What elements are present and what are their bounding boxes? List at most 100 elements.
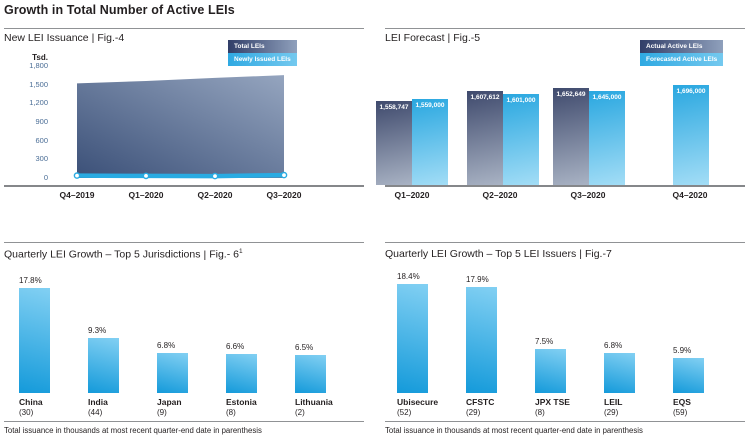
bar-issuance-count: (9)	[157, 408, 167, 417]
bar-percent-label: 18.4%	[397, 272, 420, 281]
x-tick-label: Q3–2020	[266, 190, 302, 200]
bar	[466, 287, 497, 393]
bar-percent-label: 6.5%	[295, 343, 314, 352]
bar	[673, 358, 704, 393]
x-tick-label: Q4–2020	[672, 190, 708, 200]
bar-percent-label: 17.9%	[466, 275, 489, 284]
y-tick-label: 600	[35, 135, 48, 145]
legend-label: Forecasted Active LEIs	[646, 56, 718, 63]
bar-forecast: 1,601,000	[503, 94, 539, 185]
bar-percent-label: 5.9%	[673, 346, 692, 355]
bar-forecast: 1,559,000	[412, 99, 448, 185]
bar-category-label: CFSTC	[466, 397, 495, 407]
divider	[4, 28, 364, 29]
bar	[226, 354, 257, 393]
legend-label: Total LEIs	[234, 43, 265, 50]
legend-label: Actual Active LEIs	[646, 43, 703, 50]
divider	[385, 421, 745, 422]
fig4-x-axis: Q4–2019 Q1–2020 Q2–2020 Q3–2020	[0, 190, 750, 202]
bar	[157, 353, 188, 393]
area-chart-total-leis	[73, 75, 288, 180]
bar	[19, 288, 50, 393]
fig4-title-text: New LEI Issuance	[4, 32, 89, 44]
divider	[4, 242, 364, 243]
fig6-title: Quarterly LEI Growth – Top 5 Jurisdictio…	[4, 248, 243, 261]
bar-issuance-count: (44)	[88, 408, 103, 417]
x-tick-label: Q1–2020	[128, 190, 164, 200]
fig6-title-text: Quarterly LEI Growth – Top 5 Jurisdictio…	[4, 248, 201, 261]
bar-value-label: 1,558,747	[379, 104, 409, 111]
fig5-baseline	[385, 185, 745, 187]
legend-item-total-leis: Total LEIs	[228, 40, 297, 53]
data-point-marker	[73, 172, 81, 179]
bar-percent-label: 17.8%	[19, 276, 42, 285]
bar-value-label: 1,696,000	[676, 88, 706, 95]
x-tick-label: Q1–2020	[394, 190, 430, 200]
fig7-footnote: Total issuance in thousands at most rece…	[385, 426, 643, 435]
fig4-y-axis-label: Tsd.	[32, 53, 48, 62]
bar-actual: 1,652,649	[553, 88, 589, 185]
fig5-legend: Actual Active LEIs Forecasted Active LEI…	[640, 40, 724, 66]
legend-label: Newly Issued LEIs	[234, 56, 291, 63]
bar-forecast: 1,645,000	[589, 91, 625, 185]
fig6-fig-label: Fig.- 6	[209, 248, 239, 261]
bar-category-label: LEIL	[604, 397, 623, 407]
line-series-newly-issued-leis	[76, 172, 285, 179]
bar	[295, 355, 326, 393]
fig7-fig-label: Fig.-7	[584, 248, 612, 260]
bar-issuance-count: (8)	[535, 408, 545, 417]
bar-issuance-count: (29)	[466, 408, 481, 417]
fig4-y-axis: 1,800 1,500 1,200 900 600 300 0	[4, 61, 48, 182]
bar	[604, 353, 635, 393]
divider	[385, 28, 745, 29]
x-tick-label: Q4–2019	[59, 190, 95, 200]
fig5-fig-label: Fig.-5	[453, 32, 481, 44]
bar-forecast: 1,696,000	[673, 85, 709, 185]
bar-category-label: China	[19, 397, 43, 407]
y-tick-label: 0	[43, 173, 48, 182]
bar-percent-label: 6.6%	[226, 342, 245, 351]
fig7-title-text: Quarterly LEI Growth – Top 5 LEI Issuers	[385, 248, 577, 260]
y-tick-label: 1,200	[29, 98, 48, 108]
area-series-total-leis	[77, 75, 284, 178]
fig4-fig-label: Fig.-4	[97, 32, 125, 44]
fig5-x-axis: Q1–2020 Q2–2020 Q3–2020 Q4–2020	[0, 190, 750, 202]
bar-category-label: India	[88, 397, 108, 407]
fig5-title: LEI Forecast | Fig.-5	[385, 32, 480, 44]
bar-issuance-count: (59)	[673, 408, 688, 417]
bar-actual: 1,607,612	[467, 91, 503, 185]
bar-value-label: 1,559,000	[415, 102, 445, 109]
bar-value-label: 1,652,649	[556, 91, 586, 98]
page-title: Growth in Total Number of Active LEIs	[4, 3, 235, 17]
divider	[385, 242, 745, 243]
x-tick-label: Q2–2020	[482, 190, 518, 200]
fig4-legend: Total LEIs Newly Issued LEIs	[228, 40, 297, 66]
bar-issuance-count: (30)	[19, 408, 34, 417]
bar-category-label: Estonia	[226, 397, 257, 407]
bar-category-label: JPX TSE	[535, 397, 570, 407]
fig6-footnote: Total issuance in thousands at most rece…	[4, 426, 262, 435]
legend-item-forecasted-active-leis: Forecasted Active LEIs	[640, 53, 724, 66]
line-markers	[73, 171, 288, 180]
data-point-marker	[142, 172, 150, 180]
divider	[4, 421, 364, 422]
bar-issuance-count: (8)	[226, 408, 236, 417]
bar-category-label: Ubisecure	[397, 397, 439, 407]
data-point-marker	[280, 171, 288, 179]
bar-value-label: 1,607,612	[470, 94, 500, 101]
fig4-baseline	[4, 185, 364, 187]
bar-category-label: EQS	[673, 397, 691, 407]
bar	[88, 338, 119, 393]
bar-issuance-count: (2)	[295, 408, 305, 417]
title-separator: |	[91, 32, 95, 44]
fig7-title: Quarterly LEI Growth – Top 5 LEI Issuers…	[385, 248, 612, 260]
bar-percent-label: 6.8%	[604, 341, 623, 350]
data-point-marker	[211, 172, 219, 180]
bar	[397, 284, 428, 393]
bar-issuance-count: (29)	[604, 408, 619, 417]
legend-item-actual-active-leis: Actual Active LEIs	[640, 40, 724, 53]
y-tick-label: 900	[35, 117, 48, 126]
bar-percent-label: 6.8%	[157, 341, 176, 350]
fig6-footnote-marker: 1	[238, 248, 243, 255]
